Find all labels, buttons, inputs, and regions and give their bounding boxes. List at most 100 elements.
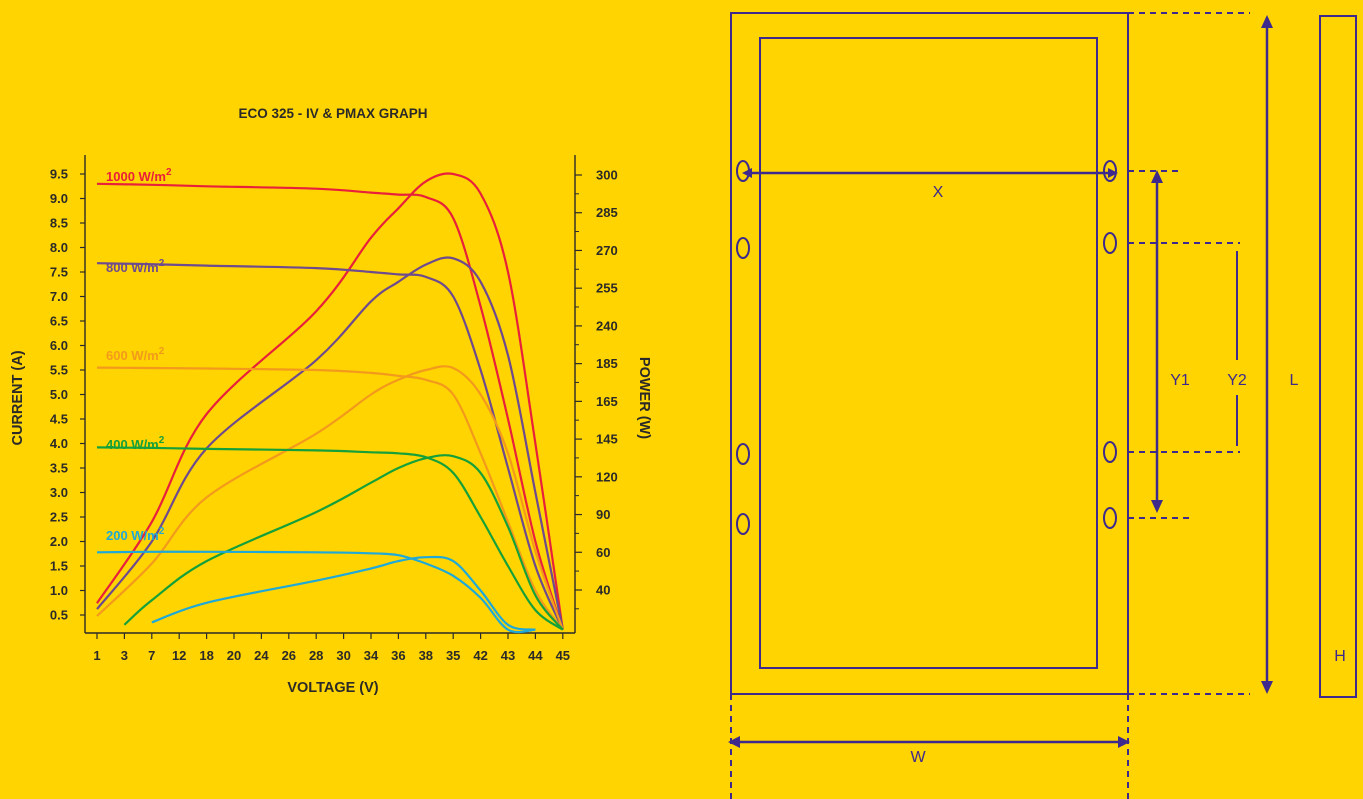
x-tick-label: 45 (556, 648, 570, 663)
dimension-y1-arrow-up (1151, 170, 1163, 183)
dimension-label-x: X (933, 184, 944, 201)
y-tick-label: 4.5 (50, 412, 68, 427)
dimension-label-w: W (910, 749, 926, 766)
x-axis-title: VOLTAGE (V) (287, 680, 378, 696)
mounting-hole-left-4 (736, 513, 750, 535)
dimension-l-arrow-down (1261, 681, 1273, 694)
power-curve (96, 365, 564, 631)
dimension-labels: X Y1 Y2 L W H (910, 184, 1345, 766)
x-tick-label: 44 (528, 648, 543, 663)
y-tick-label: 7.0 (50, 289, 68, 304)
y2-tick-label: 165 (596, 394, 618, 409)
x-tick-label: 18 (199, 648, 213, 663)
series-label: 800 W/m2 (106, 258, 165, 275)
x-tick-label: 36 (391, 648, 405, 663)
series-label: 1000 W/m2 (106, 167, 172, 184)
y2-tick-label: 285 (596, 205, 618, 220)
power-curve (96, 172, 564, 630)
mounting-hole-right-4 (1103, 507, 1117, 529)
panel-inner-frame (759, 37, 1098, 669)
iv-curve (96, 550, 536, 634)
y2-tick-label: 185 (596, 356, 618, 371)
x-tick-label: 1 (93, 648, 100, 663)
dimension-label-y1: Y1 (1170, 372, 1190, 389)
x-tick-label: 28 (309, 648, 323, 663)
x-tick-label: 30 (336, 648, 350, 663)
mounting-hole-right-1 (1103, 160, 1117, 182)
y2-tick-label: 120 (596, 469, 618, 484)
dimension-x-arrow-right (1108, 168, 1118, 178)
y2-tick-label: 145 (596, 432, 618, 447)
dimension-w-arrow-right (1118, 736, 1130, 748)
x-tick-label: 42 (473, 648, 487, 663)
x-tick-label: 7 (148, 648, 155, 663)
series-label-text: 1000 W/m (106, 169, 166, 184)
curves (96, 172, 564, 634)
series-label-superscript: 2 (159, 258, 165, 269)
power-curve (96, 256, 564, 630)
series-label-text: 200 W/m (106, 528, 159, 543)
panel-outer-frame (730, 12, 1129, 695)
iv-curve (96, 182, 564, 631)
y-tick-label: 2.5 (50, 510, 68, 525)
y2-tick-label: 240 (596, 318, 618, 333)
series-label-text: 800 W/m (106, 260, 159, 275)
iv-pmax-chart: ECO 325 - IV & PMAX GRAPH CURRENT (A) PO… (10, 106, 652, 696)
series-label-text: 400 W/m (106, 437, 159, 452)
y-tick-label: 8.0 (50, 240, 68, 255)
y-tick-label: 6.0 (50, 338, 68, 353)
series-label-superscript: 2 (159, 435, 165, 446)
y-tick-label: 7.5 (50, 265, 68, 280)
x-tick-label: 26 (282, 648, 296, 663)
mounting-hole-left-2 (736, 237, 750, 259)
chart-title: ECO 325 - IV & PMAX GRAPH (238, 106, 427, 121)
y-tick-label: 9.0 (50, 191, 68, 206)
mounting-hole-right-2 (1103, 232, 1117, 254)
dimension-w-arrow-left (728, 736, 740, 748)
y-tick-label: 9.5 (50, 167, 68, 182)
series-label-superscript: 2 (159, 526, 165, 537)
series-label: 200 W/m2 (106, 526, 165, 543)
panel-dimension-diagram: X Y1 Y2 L W H (728, 12, 1357, 799)
y2-tick-label: 270 (596, 243, 618, 258)
y-tick-label: 6.5 (50, 314, 68, 329)
dimension-l-arrow-up (1261, 15, 1273, 28)
dimension-x-arrow-left (742, 168, 752, 178)
mounting-hole-left-3 (736, 443, 750, 465)
series-label-superscript: 2 (159, 346, 165, 357)
y2-tick-label: 60 (596, 545, 610, 560)
x-tick-label: 34 (364, 648, 379, 663)
y2-tick-label: 40 (596, 583, 610, 598)
iv-curve (96, 262, 564, 631)
y2-axis-title: POWER (W) (636, 357, 652, 439)
y-tick-label: 5.5 (50, 363, 68, 378)
x-tick-label: 35 (446, 648, 460, 663)
power-curve (123, 454, 564, 631)
x-tick-label: 20 (227, 648, 241, 663)
y-tick-label: 8.5 (50, 216, 68, 231)
y2-axis-ticks: 40 60 90 120 145 165 185 240 255 270 285 300 (575, 168, 618, 610)
power-curve (151, 555, 536, 631)
panel-side-profile (1319, 15, 1357, 698)
x-tick-label: 43 (501, 648, 515, 663)
x-tick-label: 38 (419, 648, 433, 663)
y2-tick-label: 255 (596, 281, 618, 296)
iv-curve (96, 366, 564, 631)
y-tick-label: 1.0 (50, 583, 68, 598)
y2-tick-label: 300 (596, 168, 618, 183)
y2-tick-label: 90 (596, 507, 610, 522)
dimension-label-y2: Y2 (1227, 372, 1247, 389)
y-tick-label: 2.0 (50, 534, 68, 549)
series-label: 400 W/m2 (106, 435, 165, 452)
x-tick-label: 24 (254, 648, 269, 663)
y-tick-label: 3.5 (50, 461, 68, 476)
y-tick-label: 4.0 (50, 436, 68, 451)
y-tick-label: 3.0 (50, 485, 68, 500)
dimension-y1-arrow-down (1151, 500, 1163, 513)
mounting-hole-right-3 (1103, 441, 1117, 463)
y-axis-ticks: 0.5 1.0 1.5 2.0 2.5 3.0 3.5 4.0 4.5 5.0 5.5 6.0 6.5 7… (50, 167, 85, 623)
y-tick-label: 0.5 (50, 608, 68, 623)
iv-curve (96, 446, 564, 631)
y-tick-label: 5.0 (50, 387, 68, 402)
